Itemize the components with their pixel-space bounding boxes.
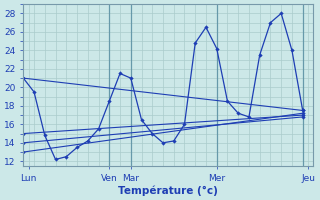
X-axis label: Température (°c): Température (°c) xyxy=(118,185,218,196)
